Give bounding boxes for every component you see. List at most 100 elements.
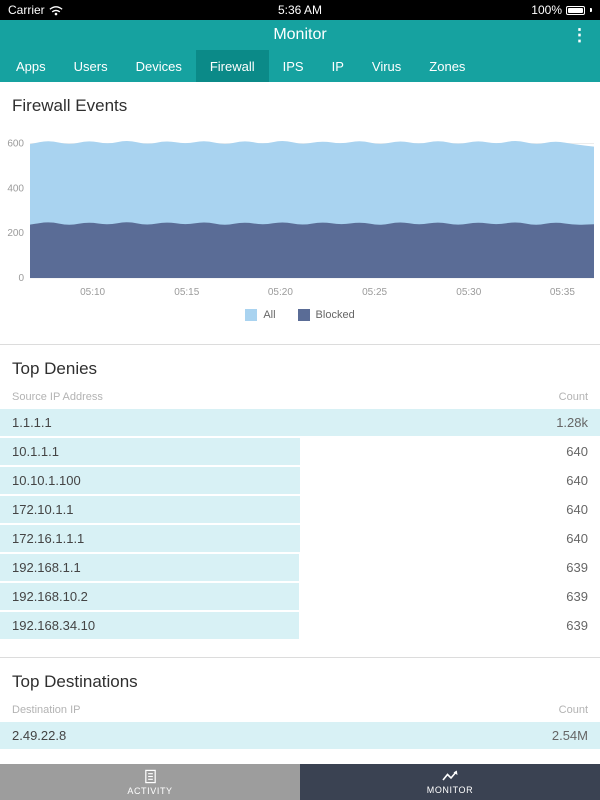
tab-label: Zones (429, 58, 466, 74)
divider (0, 657, 600, 658)
count-value: 639 (566, 560, 588, 575)
chart-legend: All Blocked (0, 304, 600, 326)
svg-text:05:15: 05:15 (174, 287, 199, 298)
tab-label: Virus (371, 58, 402, 74)
legend-label: All (263, 309, 276, 321)
column-count: Count (558, 391, 588, 403)
source-ip: 192.168.34.10 (12, 618, 96, 633)
status-time: 5:36 AM (277, 3, 323, 17)
tab-strip: Apps Users Devices Firewall IPS IP Vir (0, 50, 600, 82)
section-title-top-destinations: Top Destinations (12, 672, 138, 691)
source-ip: 192.168.10.2 (12, 589, 88, 604)
tab-label: IPS (282, 58, 304, 74)
svg-text:05:30: 05:30 (456, 287, 481, 298)
wifi-icon (49, 5, 63, 15)
source-ip: 10.10.1.100 (12, 473, 81, 488)
destination-ip: 2.49.22.8 (12, 728, 67, 743)
column-destination-ip: Destination IP (12, 704, 81, 716)
nav-tab[interactable]: Firewall (195, 50, 269, 82)
count-value: 1.28k (556, 415, 588, 430)
value-bar (0, 525, 300, 552)
source-ip: 1.1.1.1 (12, 415, 52, 430)
nav-tab[interactable]: Apps (2, 50, 60, 82)
status-right: 100% (531, 3, 592, 17)
activity-label: ACTIVITY (127, 785, 173, 796)
table-row[interactable]: 10.10.1.100 640 (0, 467, 600, 494)
status-left: Carrier (8, 3, 63, 17)
svg-text:0: 0 (18, 273, 24, 284)
value-bar (0, 583, 300, 610)
count-value: 2.54M (551, 728, 588, 743)
count-value: 640 (566, 444, 588, 459)
table-row[interactable]: 172.16.1.1.1 640 (0, 525, 600, 552)
count-value: 639 (566, 618, 588, 633)
tab-monitor[interactable]: MONITOR (300, 764, 600, 800)
monitor-label: MONITOR (426, 785, 474, 795)
status-bar: Carrier 5:36 AM 100% (0, 0, 600, 20)
nav-tab[interactable]: Zones (415, 50, 479, 82)
nav-tab[interactable]: Users (60, 50, 122, 82)
bottom-tab-bar: ACTIVITY MONITOR (0, 764, 600, 800)
monitor-icon (442, 770, 458, 781)
legend-label: Blocked (315, 309, 355, 321)
svg-text:05:35: 05:35 (550, 287, 575, 298)
legend-item-all[interactable]: All (245, 309, 276, 321)
tab-activity[interactable]: ACTIVITY (0, 764, 300, 800)
svg-text:05:20: 05:20 (268, 287, 293, 298)
svg-text:05:10: 05:10 (80, 287, 105, 298)
table-row[interactable]: 1.1.1.1 1.28k (0, 409, 600, 436)
nav-tab[interactable]: IP (318, 50, 358, 82)
legend-swatch (297, 309, 310, 321)
tab-label: IP (331, 58, 344, 74)
value-bar (0, 612, 300, 639)
value-bar (0, 496, 300, 523)
value-bar (0, 467, 300, 494)
top-destinations-table: 2.49.22.8 2.54M (0, 722, 600, 749)
tab-label: Users (73, 58, 108, 74)
column-source-ip: Source IP Address (12, 391, 103, 403)
carrier-label: Carrier (8, 3, 45, 17)
nav-tab[interactable]: Devices (122, 50, 196, 82)
activity-icon (144, 769, 156, 783)
table-row[interactable]: 2.49.22.8 2.54M (0, 722, 600, 749)
source-ip: 172.10.1.1 (12, 502, 74, 517)
svg-text:200: 200 (7, 228, 24, 239)
value-bar (0, 409, 600, 436)
table-row[interactable]: 172.10.1.1 640 (0, 496, 600, 523)
top-denies-header: Source IP Address Count (0, 385, 600, 409)
count-value: 640 (566, 502, 588, 517)
nav-tab[interactable]: IPS (269, 50, 318, 82)
legend-item-blocked[interactable]: Blocked (297, 309, 355, 321)
top-destinations-header: Destination IP Count (0, 698, 600, 722)
source-ip: 10.1.1.1 (12, 444, 59, 459)
count-value: 639 (566, 589, 588, 604)
nav-bar: Monitor ⋮ (0, 20, 600, 50)
divider (0, 344, 600, 345)
source-ip: 172.16.1.1.1 (12, 531, 85, 546)
count-value: 640 (566, 473, 588, 488)
count-value: 640 (566, 531, 588, 546)
nav-tab[interactable]: Virus (358, 50, 415, 82)
overflow-menu-icon[interactable]: ⋮ (571, 25, 588, 45)
section-title-firewall-events: Firewall Events (12, 96, 128, 115)
svg-text:600: 600 (7, 138, 24, 149)
value-bar (0, 722, 600, 749)
table-row[interactable]: 192.168.34.10 639 (0, 612, 600, 639)
table-row[interactable]: 192.168.10.2 639 (0, 583, 600, 610)
battery-nub (590, 8, 592, 12)
value-bar (0, 438, 300, 465)
tab-label: Apps (16, 58, 46, 74)
source-ip: 192.168.1.1 (12, 560, 81, 575)
battery-percent-label: 100% (531, 3, 562, 17)
section-title-top-denies: Top Denies (12, 359, 98, 378)
svg-text:400: 400 (7, 183, 24, 194)
tab-label: Devices (135, 58, 182, 74)
svg-text:05:25: 05:25 (362, 287, 387, 298)
battery-icon (566, 5, 585, 15)
column-count: Count (558, 704, 588, 716)
table-row[interactable]: 10.1.1.1 640 (0, 438, 600, 465)
page-title: Monitor (273, 26, 327, 43)
top-denies-table: 1.1.1.1 1.28k 10.1.1.1 640 10.10.1.100 6… (0, 409, 600, 639)
table-row[interactable]: 192.168.1.1 639 (0, 554, 600, 581)
